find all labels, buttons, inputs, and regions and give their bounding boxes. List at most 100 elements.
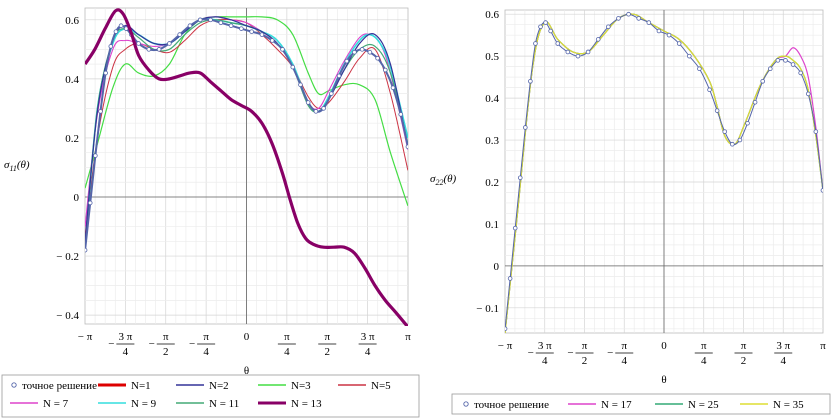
legend-marker xyxy=(11,382,17,388)
exact-solution-marker xyxy=(813,129,819,134)
exact-solution-marker xyxy=(676,41,682,46)
exact-solution-marker xyxy=(523,125,528,130)
x-tick-denominator: 4 xyxy=(621,355,627,367)
exact-solution-marker xyxy=(156,47,162,52)
exact-solution-marker xyxy=(367,49,373,55)
x-tick-numerator: π xyxy=(163,331,169,343)
x-tick-denominator: 4 xyxy=(203,346,209,358)
y-axis-label: σ11(θ) xyxy=(4,159,30,173)
legend-label: N=2 xyxy=(209,380,229,392)
exact-solution-marker xyxy=(606,24,611,30)
exact-solution-marker xyxy=(146,47,152,52)
exact-solution-marker xyxy=(760,79,765,84)
legend-label: N = 13 xyxy=(291,398,322,410)
exact-solution-marker xyxy=(93,153,98,158)
y-tick-label: 0 xyxy=(494,261,500,273)
exact-solution-marker xyxy=(533,41,538,46)
exact-solution-marker xyxy=(336,73,342,79)
exact-solution-marker xyxy=(313,109,319,114)
legend-label: N = 9 xyxy=(131,398,157,410)
exact-solution-marker xyxy=(714,108,720,113)
y-tick-label: 0.2 xyxy=(485,177,499,189)
exact-solution-marker xyxy=(656,28,662,34)
exact-solution-marker xyxy=(136,41,141,46)
exact-solution-marker xyxy=(87,200,93,206)
y-axis-label-symbol: σ xyxy=(4,159,10,171)
x-tick-numerator: 3 π xyxy=(361,331,375,343)
exact-solution-marker xyxy=(722,129,728,134)
exact-solution-marker xyxy=(187,23,193,29)
exact-solution-marker xyxy=(512,225,518,231)
x-tick-numerator: 3 π xyxy=(776,340,790,352)
exact-solution-marker xyxy=(352,49,357,55)
legend-label: N = 7 xyxy=(43,398,69,410)
series-group xyxy=(85,8,408,326)
x-tick-denominator: 4 xyxy=(284,346,290,358)
exact-solution-marker xyxy=(555,41,561,46)
exact-solution-marker xyxy=(505,326,508,332)
x-tick-label: − π xyxy=(498,340,513,352)
series-line-n7 xyxy=(85,16,408,227)
exact-solution-marker xyxy=(507,276,513,281)
exact-solution-marker xyxy=(259,32,265,37)
exact-solution-marker xyxy=(290,64,296,70)
x-tick-sign: − xyxy=(149,338,155,350)
x-tick-label: 0 xyxy=(244,331,250,343)
exact-solution-marker xyxy=(805,91,811,97)
x-tick-label: 0 xyxy=(661,340,667,352)
y-axis-label: σ22(θ) xyxy=(430,173,457,187)
exact-solution-marker xyxy=(687,53,692,59)
x-tick-denominator: 4 xyxy=(542,355,548,367)
exact-solution-marker xyxy=(98,109,103,114)
series-line-n3 xyxy=(85,16,408,207)
exact-solution-marker xyxy=(113,29,119,34)
x-tick-denominator: 4 xyxy=(701,355,707,367)
x-tick-label: − π xyxy=(78,331,93,343)
exact-solution-marker xyxy=(103,70,108,76)
x-tick-sign: − xyxy=(607,347,613,359)
exact-solution-marker xyxy=(298,82,303,88)
exact-solution-marker xyxy=(85,247,88,253)
exact-solution-marker xyxy=(790,62,796,67)
y-tick-label: 0.4 xyxy=(485,93,499,105)
legend-label: N=1 xyxy=(131,380,151,392)
sigma22-chart: − 0.100.10.20.30.40.50.6− π−3 π4−π2−π40 π… xyxy=(430,9,831,415)
y-tick-label: 0.2 xyxy=(65,133,79,145)
x-tick-numerator: π xyxy=(621,340,627,352)
legend-label: N = 17 xyxy=(601,399,632,411)
x-tick-sign: − xyxy=(528,347,534,359)
exact-solution-marker xyxy=(626,11,631,17)
exact-solution-marker xyxy=(595,37,601,42)
exact-solution-marker xyxy=(321,106,326,111)
exact-solution-marker xyxy=(575,53,581,59)
y-axis-label-subscript: 11 xyxy=(9,164,16,173)
exact-solution-marker xyxy=(666,32,672,38)
x-tick-denominator: 2 xyxy=(325,346,331,358)
exact-solution-marker xyxy=(767,66,773,72)
x-tick-sign: − xyxy=(189,338,195,350)
exact-solution-marker xyxy=(783,58,788,63)
y-tick-label: 0.4 xyxy=(65,74,79,86)
y-axis-label-symbol: σ xyxy=(430,173,436,185)
exact-solution-marker xyxy=(344,58,350,64)
exact-solution-marker xyxy=(305,100,311,105)
x-tick-numerator: 3 π xyxy=(538,340,552,352)
x-tick-label: π xyxy=(405,331,411,343)
legend-box xyxy=(1,374,420,418)
exact-solution-marker xyxy=(538,24,543,30)
x-tick-numerator: π xyxy=(284,331,290,343)
exact-solution-marker xyxy=(616,16,621,21)
exact-solution-marker xyxy=(197,17,203,23)
grid xyxy=(505,10,823,333)
x-tick-sign: − xyxy=(567,347,573,359)
exact-solution-marker xyxy=(239,26,244,31)
exact-solution-marker xyxy=(177,32,182,37)
y-tick-label: 0.6 xyxy=(65,15,79,27)
exact-solution-marker xyxy=(108,44,114,49)
x-tick-label: π xyxy=(820,340,826,352)
exact-solution-marker xyxy=(745,120,750,126)
x-tick-denominator: 2 xyxy=(163,346,169,358)
legend-label: точное решение xyxy=(474,399,549,411)
exact-solution-marker xyxy=(280,47,285,52)
y-tick-label: − 0.4 xyxy=(56,310,79,322)
